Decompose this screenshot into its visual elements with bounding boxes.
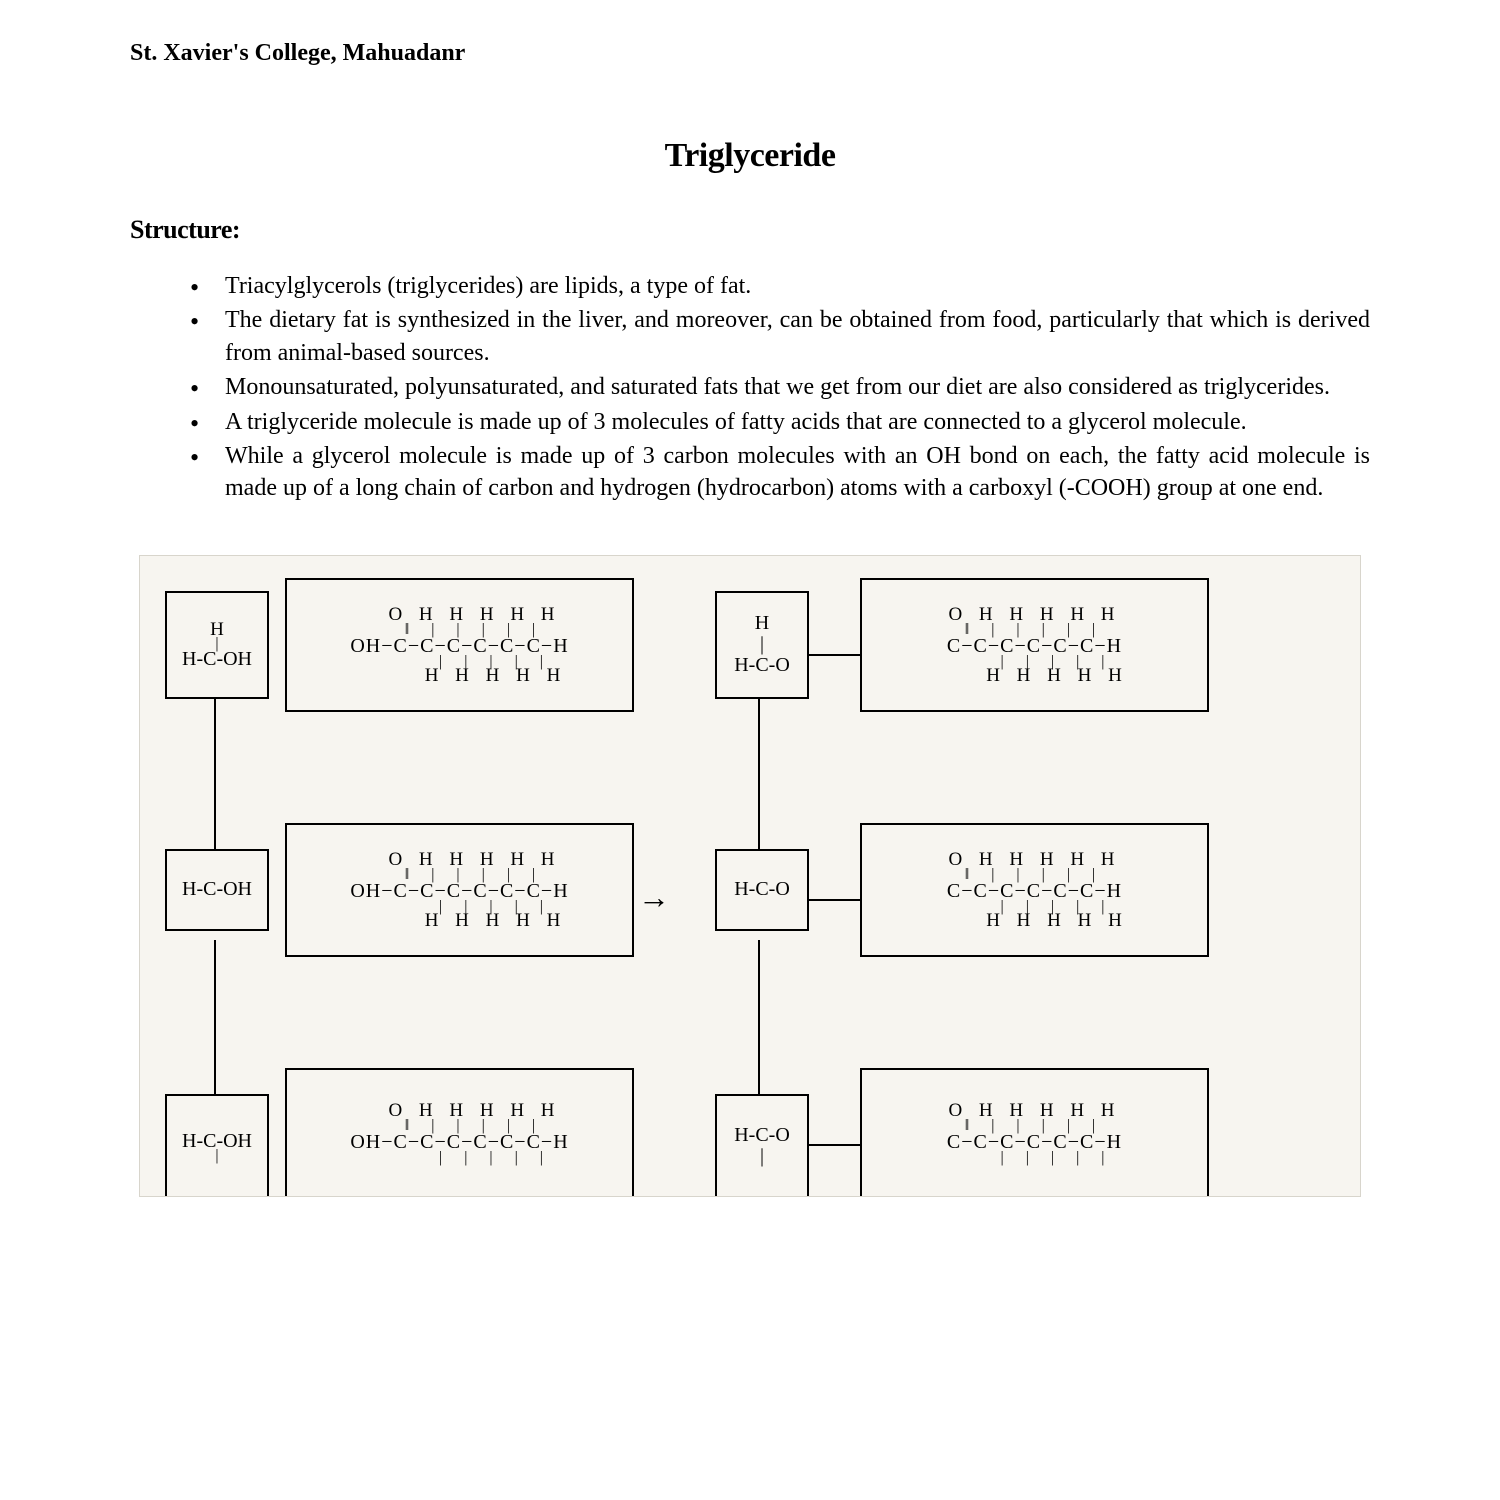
fatty-acid-box: O H H H H H ‖ | | | | | C−C−C−C−C−C−H | … (860, 823, 1209, 957)
glycerol-carbon-box: H-C-O (715, 849, 809, 931)
backbone-line (214, 940, 216, 1094)
backbone-line (758, 695, 760, 849)
fatty-acid-box: O H H H H H ‖ | | | | | C−C−C−C−C−C−H | … (860, 578, 1209, 712)
glycerol-carbon-box: H | H-C-O (715, 591, 809, 699)
fatty-acid-box: O H H H H H ‖ | | | | | OH−C−C−C−C−C−C−H… (285, 578, 634, 712)
bullet-item: Monounsaturated, polyunsaturated, and sa… (190, 371, 1370, 403)
reaction-arrow: → (638, 879, 670, 916)
bond-line (805, 654, 860, 656)
bullet-item: A triglyceride molecule is made up of 3 … (190, 406, 1370, 438)
document-title: Triglyceride (130, 137, 1370, 175)
backbone-line (758, 940, 760, 1094)
section-heading: Structure: (130, 215, 1370, 245)
glycerol-carbon-box: H-C-O | (715, 1094, 809, 1196)
triglyceride-diagram: H | H-C-OH O H H H H H ‖ | | | | | OH−C−… (139, 555, 1361, 1197)
college-header: St. Xavier's College, Mahuadanr (130, 40, 1370, 67)
glycerol-carbon-box: H | H-C-OH (165, 591, 269, 699)
fatty-acid-box: O H H H H H ‖ | | | | | OH−C−C−C−C−C−C−H… (285, 1068, 634, 1196)
bullet-item: The dietary fat is synthesized in the li… (190, 304, 1370, 369)
bond-line (805, 899, 860, 901)
bullet-item: While a glycerol molecule is made up of … (190, 440, 1370, 505)
bond-line (805, 1144, 860, 1146)
structure-bullet-list: Triacylglycerols (triglycerides) are lip… (190, 270, 1370, 505)
fatty-acid-box: O H H H H H ‖ | | | | | OH−C−C−C−C−C−C−H… (285, 823, 634, 957)
fatty-acid-box: O H H H H H ‖ | | | | | C−C−C−C−C−C−H | … (860, 1068, 1209, 1196)
glycerol-carbon-box: H-C-OH | (165, 1094, 269, 1196)
bullet-item: Triacylglycerols (triglycerides) are lip… (190, 270, 1370, 302)
glycerol-carbon-box: H-C-OH (165, 849, 269, 931)
backbone-line (214, 695, 216, 849)
